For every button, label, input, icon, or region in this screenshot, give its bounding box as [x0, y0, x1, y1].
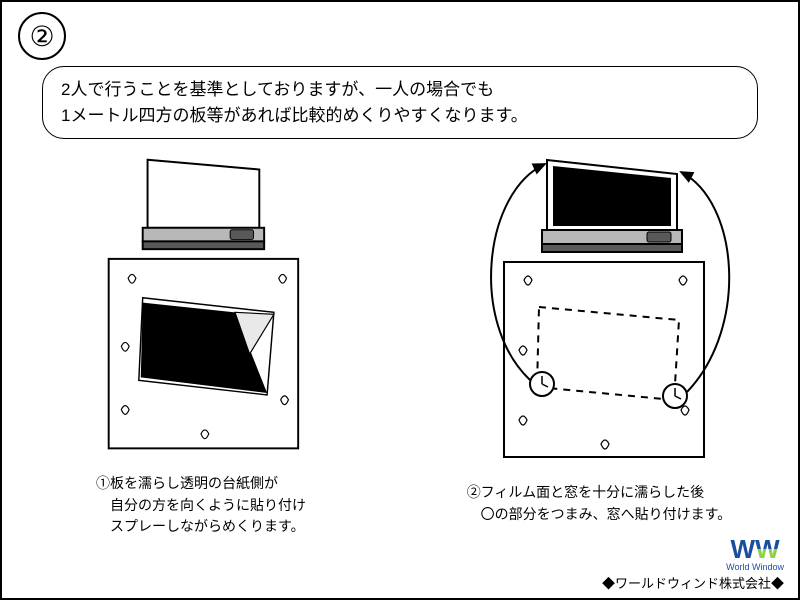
film-peeling [139, 298, 274, 395]
logo-w2-icon: W [755, 536, 780, 562]
panel-right: ②フィルム面と窓を十分に濡らした後 〇の部分をつまみ、窓へ貼り付けます。 [400, 152, 798, 538]
instruction-note: 2人で行うことを基準としておりますが、一人の場合でも 1メートル四方の板等があれ… [42, 66, 758, 139]
wet-board [109, 259, 298, 448]
company-footer: ◆ワールドウィンド株式会社◆ [602, 573, 784, 592]
panel-left-illustration [51, 152, 351, 463]
step-number-badge: ② [18, 12, 66, 60]
logo-subtext: World Window [726, 562, 784, 572]
door-handle-icon [230, 230, 253, 240]
window-with-film [542, 160, 682, 252]
panel-left: ①板を濡らし透明の台紙側が 自分の方を向くように貼り付け スプレーしながらめくり… [2, 152, 400, 538]
wet-board-outline [504, 262, 704, 457]
logo-w1-icon: W [731, 536, 756, 562]
panel-right-illustration [429, 152, 769, 472]
door-handle-icon [647, 232, 671, 242]
step-number: ② [29, 20, 54, 53]
panels-row: ①板を濡らし透明の台紙側が 自分の方を向くように貼り付け スプレーしながらめくり… [2, 152, 798, 538]
brand-logo: W W World Window [726, 536, 784, 572]
instruction-note-text: 2人で行うことを基準としておりますが、一人の場合でも 1メートル四方の板等があれ… [61, 80, 528, 125]
window-assembly [143, 160, 264, 249]
panel-left-caption: ①板を濡らし透明の台紙側が 自分の方を向くように貼り付け スプレーしながらめくり… [96, 473, 306, 538]
panel-right-caption: ②フィルム面と窓を十分に濡らした後 〇の部分をつまみ、窓へ貼り付けます。 [467, 482, 732, 525]
